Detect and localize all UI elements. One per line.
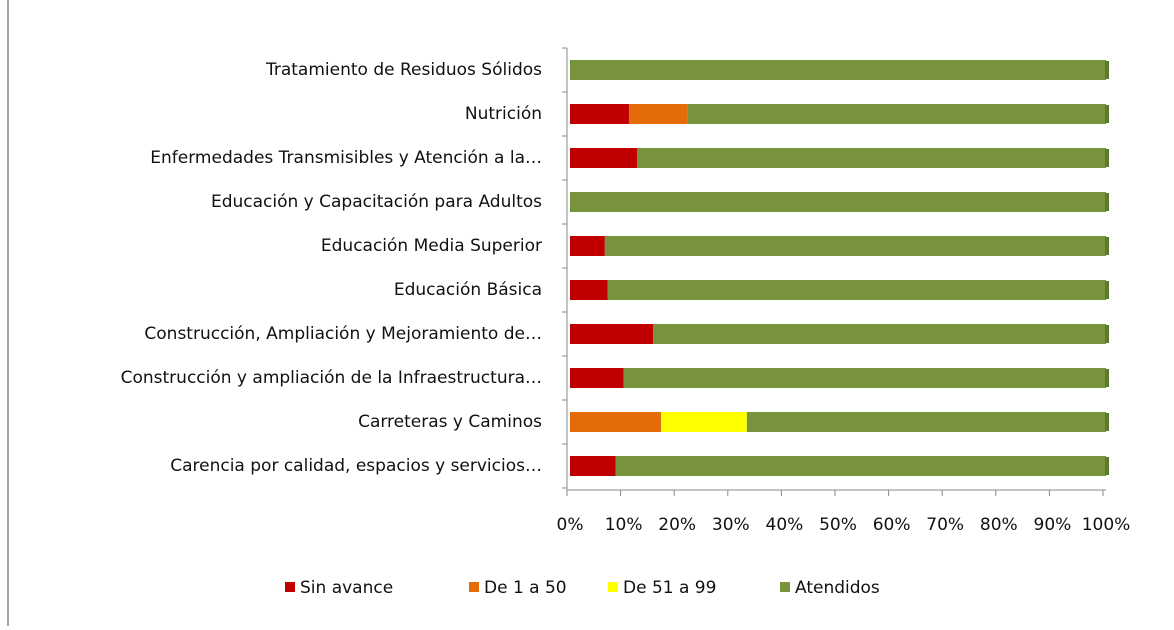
bar-segment	[628, 104, 688, 124]
x-tick-label: 80%	[980, 515, 1018, 535]
bar-depth	[1105, 413, 1109, 431]
y-tick-label: Educación Media Superior	[321, 236, 542, 256]
bar-segment	[653, 324, 1106, 344]
bar-depth	[1105, 369, 1109, 387]
bar-segment	[570, 280, 608, 300]
bar-segment	[570, 324, 654, 344]
legend-swatch	[780, 582, 790, 592]
y-tick-label: Construcción y ampliación de la Infraest…	[121, 368, 542, 388]
y-tick-label: Carreteras y Caminos	[358, 412, 542, 432]
bar-segment	[637, 148, 1106, 168]
bar-depth	[1105, 457, 1109, 475]
y-tick-label: Nutrición	[465, 104, 542, 124]
x-tick-label: 100%	[1082, 515, 1131, 535]
x-tick-label: 50%	[819, 515, 857, 535]
y-tick-label: Construcción, Ampliación y Mejoramiento …	[144, 324, 542, 344]
bar-depth	[1105, 193, 1109, 211]
bar-depth	[1105, 61, 1109, 79]
y-tick-label: Educación y Capacitación para Adultos	[211, 192, 542, 212]
y-tick-label: Tratamiento de Residuos Sólidos	[265, 60, 542, 80]
bar-segment	[604, 236, 1106, 256]
bar-segment	[570, 60, 1106, 80]
bar-depth	[1105, 237, 1109, 255]
y-tick-label: Educación Básica	[394, 280, 542, 300]
legend-label: Sin avance	[300, 578, 393, 598]
x-tick-label: 30%	[712, 515, 750, 535]
bar-depth	[1105, 325, 1109, 343]
bar-segment	[746, 412, 1106, 432]
legend-swatch	[608, 582, 618, 592]
bar-segment	[687, 104, 1106, 124]
bar-segment	[607, 280, 1106, 300]
x-tick-label: 10%	[605, 515, 643, 535]
x-tick-label: 90%	[1034, 515, 1072, 535]
legend-label: Atendidos	[795, 578, 880, 598]
y-tick-label: Enfermedades Transmisibles y Atención a …	[150, 148, 542, 168]
bar-segment	[661, 412, 747, 432]
bar-segment	[570, 456, 616, 476]
y-tick-label: Carencia por calidad, espacios y servici…	[170, 456, 542, 476]
legend-swatch	[285, 582, 295, 592]
x-tick-label: 0%	[557, 515, 584, 535]
bar-segment	[570, 236, 605, 256]
bar-depth	[1105, 281, 1109, 299]
bar-segment	[615, 456, 1106, 476]
legend-label: De 51 a 99	[623, 578, 716, 598]
bar-segment	[623, 368, 1106, 388]
bar-segment	[570, 368, 624, 388]
legend-swatch	[469, 582, 479, 592]
bar-depth	[1105, 105, 1109, 123]
x-tick-label: 20%	[658, 515, 696, 535]
bar-segment	[570, 192, 1106, 212]
bar-segment	[570, 412, 662, 432]
bar-depth	[1105, 149, 1109, 167]
bar-segment	[570, 104, 629, 124]
x-tick-label: 70%	[926, 515, 964, 535]
legend-label: De 1 a 50	[484, 578, 567, 598]
bar-segment	[570, 148, 637, 168]
x-tick-label: 60%	[873, 515, 911, 535]
x-tick-label: 40%	[766, 515, 804, 535]
